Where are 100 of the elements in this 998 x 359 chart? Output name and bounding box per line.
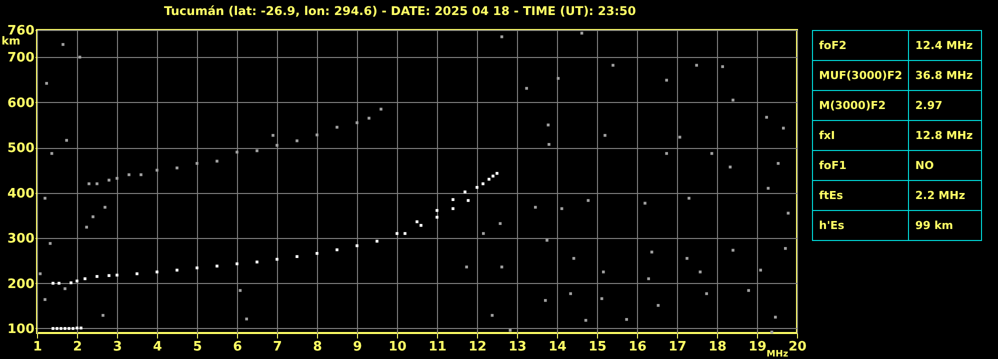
point	[76, 326, 78, 330]
point	[256, 260, 258, 264]
text: h'Es	[812, 210, 909, 240]
point	[88, 182, 90, 186]
point	[108, 274, 110, 277]
point	[156, 270, 158, 274]
point	[64, 327, 66, 330]
point	[128, 173, 130, 176]
text: 99 km	[908, 210, 982, 240]
y-tick-label: 500	[7, 141, 34, 156]
x-tick-label: 20	[788, 340, 807, 354]
point	[76, 280, 78, 282]
text: 2.2 MHz	[908, 180, 982, 210]
x-tick-label: 11	[428, 340, 447, 354]
x-tick-label: 8	[312, 340, 322, 354]
point	[136, 272, 138, 276]
point	[336, 126, 338, 129]
point	[116, 274, 118, 277]
point	[84, 277, 86, 280]
x-tick-label: 15	[588, 340, 607, 354]
x-tick-label: 6	[232, 340, 242, 354]
point	[316, 252, 318, 255]
point	[196, 162, 198, 165]
x-tick-label: 16	[628, 340, 647, 354]
point	[70, 281, 72, 284]
point	[60, 327, 62, 330]
y-tick-label: 700	[7, 50, 34, 66]
x-tick-label: 5	[192, 340, 202, 354]
point	[72, 327, 74, 330]
point	[452, 207, 454, 210]
text: ftEs	[812, 180, 909, 210]
point	[482, 182, 484, 186]
x-tick-label: 18	[708, 340, 727, 354]
point	[256, 149, 258, 152]
x-tick-label: 3	[112, 340, 122, 354]
point	[452, 198, 454, 202]
x-tick-label: 19	[748, 340, 767, 354]
point	[108, 178, 110, 182]
text: fxI	[812, 120, 909, 150]
text: NO	[908, 150, 982, 180]
text: 12.4 MHz	[908, 30, 982, 60]
point	[336, 248, 338, 252]
point	[368, 116, 370, 120]
chart-title: Tucumán (lat: -26.9, lon: 294.6) - DATE: 2025 04 18 - TIME (UT): 23:50	[163, 4, 637, 18]
point	[488, 178, 490, 181]
point	[492, 174, 494, 178]
x-tick-label: 4	[152, 340, 162, 354]
y-tick-label: 400	[7, 186, 34, 202]
y-tick-label: 200	[7, 276, 34, 292]
point	[96, 182, 98, 186]
x-tick-label: 10	[388, 340, 407, 354]
point	[436, 209, 438, 212]
point	[496, 172, 498, 175]
y-tick-label: 100	[7, 322, 34, 337]
point	[196, 266, 198, 270]
x-tick-label: 2	[72, 340, 82, 354]
x-tick-label: 7	[272, 340, 282, 354]
point	[176, 166, 178, 170]
point	[376, 240, 378, 243]
point	[356, 244, 358, 248]
text: MUF(3000)F2	[812, 60, 909, 90]
point	[356, 121, 358, 124]
point	[56, 327, 58, 330]
x-tick-label: 17	[668, 340, 687, 354]
point	[396, 232, 398, 235]
point	[416, 220, 418, 224]
x-tick-label: 9	[352, 340, 362, 354]
x-tick-label: 1	[32, 340, 42, 354]
point	[296, 255, 298, 258]
point	[52, 282, 54, 285]
point	[236, 262, 238, 266]
point	[476, 186, 478, 189]
x-tick-label: 13	[508, 340, 527, 354]
point	[116, 176, 118, 180]
point	[156, 168, 158, 172]
point	[466, 199, 470, 202]
point	[236, 150, 238, 154]
point	[80, 326, 82, 330]
text: foF2	[812, 30, 909, 60]
text: 36.8 MHz	[908, 60, 982, 90]
point	[216, 264, 218, 268]
point	[276, 258, 278, 261]
point	[68, 327, 70, 330]
point	[276, 144, 278, 147]
point	[96, 275, 98, 278]
point	[140, 173, 142, 176]
text: 2.97	[908, 90, 982, 120]
text: foF1	[812, 150, 909, 180]
y-tick-label: 600	[7, 96, 34, 111]
y-tick-label: 300	[7, 232, 34, 247]
point	[296, 139, 298, 142]
point	[404, 232, 406, 235]
x-axis-title: MHz	[766, 350, 788, 359]
point	[380, 108, 382, 111]
text: 12.8 MHz	[908, 120, 982, 150]
point	[58, 282, 60, 285]
point	[464, 190, 466, 194]
x-tick-label: 14	[548, 340, 567, 354]
text: M(3000)F2	[812, 90, 909, 120]
point	[216, 160, 218, 163]
